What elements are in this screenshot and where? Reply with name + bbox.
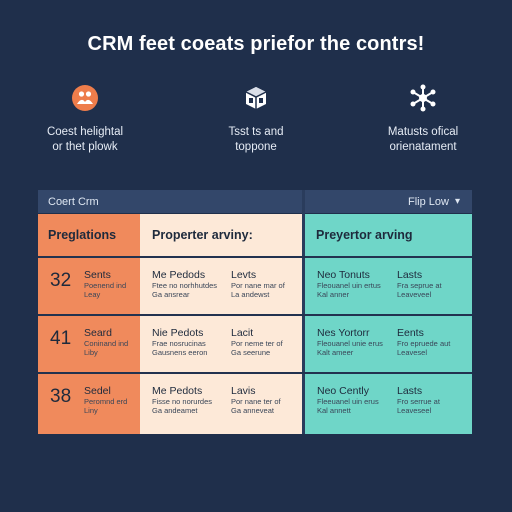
row-number: 41: [50, 328, 72, 349]
chevron-down-icon: ▾: [454, 196, 460, 207]
feature-network: Matusts ofical orienatament: [353, 84, 493, 155]
row-number: 38: [50, 386, 72, 407]
column-header[interactable]: Properter arviny:: [152, 228, 253, 242]
cream-cell: Lavis Por nane ter of Ga anneveat: [231, 385, 281, 415]
feature-team: Coest helightal or thet plowk: [15, 84, 155, 155]
row-number: 32: [50, 270, 72, 291]
page-headline: CRM feet coeats priefor the contrs!: [87, 33, 425, 55]
orange-cell: Seard Coninand ind Liby: [84, 327, 129, 357]
teal-cell: Nes Yortorr Fleouanel unie erus Kalt ame…: [317, 327, 383, 357]
column-orange: [38, 214, 140, 434]
column-header[interactable]: Preyertor arving: [316, 228, 413, 242]
team-icon: [71, 84, 99, 112]
teal-cell: Lasts Fro serrue at Leaveseel: [397, 385, 440, 415]
feature-network-text: Matusts ofical orienatament: [387, 126, 459, 153]
feature-team-text: Coest helightal or thet plowk: [46, 126, 124, 153]
cream-cell: Me Pedods Ftee no norhhutdes Ga ansrear: [152, 269, 218, 299]
teal-cell: Eents Fro epruede aut Leavesel: [397, 327, 451, 357]
column-teal: [305, 214, 472, 434]
teal-cell: Neo Cently Fleeuanel uin erus Kal annett: [317, 385, 379, 415]
orange-cell: Sedel Peromnd erd Liny: [84, 385, 128, 415]
board-left-bar-label: Coert Crm: [48, 195, 99, 208]
crm-board: Coert Crm Flip Low ▾ Preglations Propert…: [38, 190, 472, 434]
feature-cube-text: Tsst ts and toppone: [228, 126, 284, 153]
cream-cell: Levts Por nane mar of La andewst: [231, 269, 285, 299]
row-divider: [38, 256, 472, 258]
cube-icon: [242, 84, 270, 112]
cream-cell: Me Pedots Fisse no norurdes Ga andeamet: [152, 385, 213, 415]
teal-cell: Lasts Fra seprue at Leaveveel: [397, 269, 442, 299]
filter-dropdown[interactable]: Flip Low ▾: [305, 190, 472, 214]
cream-cell: Nie Pedots Frae nosrucinas Gausnens eero…: [152, 327, 208, 357]
feature-cube: Tsst ts and toppone: [186, 84, 326, 155]
column-cream: [140, 214, 302, 434]
orange-cell: Sents Poenend ind Leay: [84, 269, 127, 299]
filter-dropdown-label: Flip Low: [408, 195, 449, 208]
board-left-bar: Coert Crm: [38, 190, 302, 214]
row-divider: [38, 372, 472, 374]
row-divider: [38, 314, 472, 316]
network-icon: [409, 84, 437, 112]
column-header[interactable]: Preglations: [48, 228, 117, 242]
cream-cell: Lacit Por neme ter of Ga seerune: [231, 327, 283, 357]
teal-cell: Neo Tonuts Fleouanel uin ertus Kal anner: [317, 269, 381, 299]
